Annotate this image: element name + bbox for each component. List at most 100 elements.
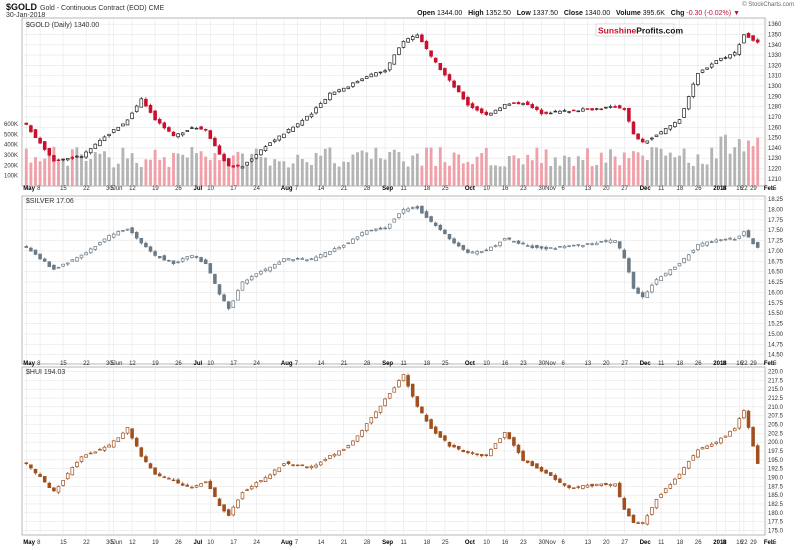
x-tick-label: Oct [465, 186, 475, 192]
candle-body [392, 387, 397, 393]
candle-body [309, 258, 314, 261]
candle-body [479, 454, 484, 457]
candle-body [351, 440, 355, 446]
candle-body [645, 515, 650, 525]
candle-body [751, 35, 755, 41]
x-tick-label: 18 [677, 540, 684, 546]
candle-body [378, 71, 383, 74]
candle-body [144, 242, 148, 248]
candle-body [696, 449, 700, 458]
candle-body [516, 444, 521, 453]
volume-bar [126, 158, 129, 186]
candle-body [309, 465, 314, 469]
candle-body [42, 258, 47, 262]
volume-bar [599, 152, 603, 186]
volume-bar [512, 155, 516, 186]
candle-body [650, 507, 654, 515]
candle-body [553, 475, 558, 480]
x-tick-label: 10 [207, 361, 214, 367]
gold-panel-title: $GOLD (Daily) 1340.00 [26, 22, 99, 29]
volume-bar [691, 166, 695, 186]
volume-bar [558, 165, 562, 186]
candle-body [447, 74, 452, 81]
volume-bar [572, 165, 576, 186]
x-tick-label: Feb [764, 186, 775, 192]
y-tick-label: 1220 [768, 167, 782, 173]
candle-body [190, 127, 194, 129]
candle-body [576, 486, 581, 488]
volume-bar [719, 136, 723, 186]
x-tick-label: Sep [382, 186, 393, 192]
candle-body [199, 126, 203, 130]
candle-body [332, 248, 337, 252]
x-tick-label: 22 [83, 186, 90, 192]
x-tick-label: 15 [60, 186, 67, 192]
volume-bar [544, 149, 548, 186]
volume-bar [204, 156, 208, 186]
candle-body [677, 473, 682, 479]
x-tick-label: 28 [364, 186, 371, 192]
x-tick-label: Dec [640, 186, 652, 192]
candle-body [259, 271, 263, 275]
description-text: Gold - Continuous Contract (EOD) [40, 5, 147, 12]
volume-bar [595, 164, 599, 186]
x-tick-label: Jul [194, 361, 203, 367]
candle-body [231, 165, 236, 168]
candle-body [719, 437, 723, 444]
candle-body [111, 440, 116, 448]
x-tick-label: 2018 [713, 361, 727, 367]
volume-bar [636, 152, 640, 186]
x-tick-label: 5 [111, 361, 115, 367]
y-tick-label: 182.5 [768, 502, 784, 508]
volume-bar [484, 147, 488, 186]
x-tick-label: 27 [621, 186, 628, 192]
volume-bar [535, 147, 539, 186]
candle-body [443, 229, 447, 234]
candle-body [286, 129, 291, 133]
volume-bar [337, 166, 341, 186]
candle-body [438, 224, 443, 230]
volume-bar [659, 148, 663, 186]
volume-bar [153, 149, 157, 186]
candle-body [397, 213, 401, 218]
x-tick-label: 26 [695, 361, 702, 367]
candle-body [420, 406, 424, 414]
candle-body [700, 69, 705, 73]
volume-bar [751, 146, 755, 186]
candle-body [305, 466, 309, 469]
x-tick-label: 27 [621, 540, 628, 546]
y-tick-label: 1250 [768, 136, 782, 142]
x-tick-label: 18 [424, 186, 431, 192]
candle-body [553, 248, 558, 250]
candle-body [167, 477, 171, 480]
y-tick-label: 197.5 [768, 449, 784, 455]
x-tick-label: 6 [562, 540, 566, 546]
x-tick-label: 22 [741, 540, 748, 546]
x-tick-label: 30Jun [106, 361, 122, 367]
candle-body [153, 467, 157, 475]
candle-body [466, 451, 470, 454]
candle-body [75, 462, 79, 468]
volume-bar [668, 152, 672, 186]
x-tick-label: May [23, 361, 35, 367]
candle-body [263, 146, 268, 151]
candle-body [245, 161, 249, 166]
candle-body [507, 432, 512, 440]
volume-bar [567, 156, 571, 186]
candle-body [599, 108, 604, 111]
candle-body [742, 231, 746, 236]
volume-bar [52, 146, 56, 186]
x-tick-label: 10 [483, 361, 490, 367]
x-tick-label: 17 [230, 186, 237, 192]
candle-body [33, 468, 38, 474]
x-tick-label: 28 [364, 361, 371, 367]
volume-bar [650, 147, 654, 186]
y-tick-label: 1260 [768, 125, 782, 131]
candle-body [746, 410, 751, 428]
candle-body [355, 236, 360, 240]
candle-body [452, 238, 456, 244]
candle-body [88, 248, 93, 254]
candle-body [535, 106, 539, 110]
x-tick-label: 24 [253, 540, 260, 546]
candle-body [613, 240, 617, 243]
